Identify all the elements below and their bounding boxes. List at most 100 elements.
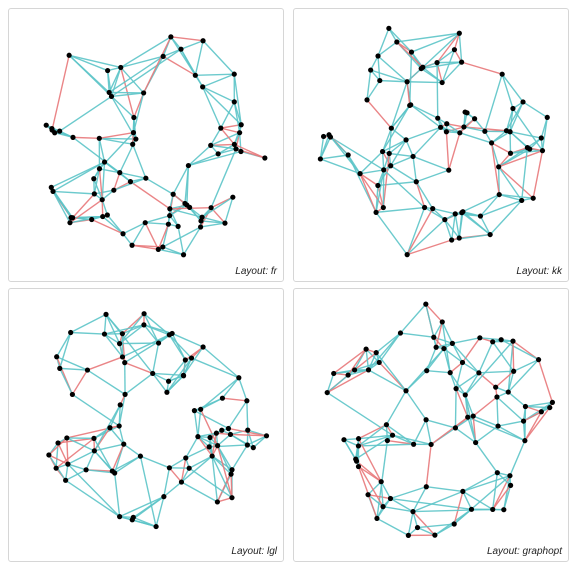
- edge: [436, 32, 460, 64]
- node: [182, 357, 188, 363]
- edge: [162, 55, 196, 76]
- node: [191, 408, 198, 414]
- panel-label: Layout: graphopt: [486, 546, 562, 557]
- edge: [185, 446, 210, 459]
- edge: [498, 150, 543, 168]
- edge: [222, 397, 247, 402]
- edge: [56, 332, 72, 358]
- node: [439, 319, 445, 325]
- edge: [412, 508, 493, 513]
- node: [108, 93, 115, 100]
- edge: [541, 117, 548, 151]
- node: [459, 210, 465, 216]
- edge: [380, 481, 384, 507]
- node: [187, 204, 193, 210]
- edge: [191, 357, 240, 379]
- edge: [155, 496, 165, 527]
- edge: [93, 438, 113, 472]
- node: [175, 223, 181, 229]
- node: [141, 311, 147, 317]
- edge: [50, 161, 105, 189]
- node: [155, 340, 162, 346]
- edge: [462, 361, 480, 374]
- node: [170, 191, 176, 197]
- edge: [145, 177, 174, 195]
- node: [510, 105, 516, 112]
- edge: [118, 394, 126, 427]
- edge: [410, 104, 439, 119]
- node: [200, 38, 206, 44]
- edge: [72, 193, 95, 219]
- node: [368, 67, 374, 73]
- edge: [425, 419, 456, 429]
- node: [68, 215, 74, 221]
- edge: [479, 337, 502, 341]
- node: [91, 176, 97, 182]
- edge: [70, 331, 105, 335]
- edge: [143, 324, 170, 336]
- edge: [86, 469, 115, 474]
- edge: [387, 439, 414, 445]
- node: [219, 395, 226, 401]
- edge: [48, 454, 69, 465]
- node: [130, 141, 136, 147]
- edge: [405, 126, 441, 141]
- edge: [366, 69, 372, 100]
- edge: [464, 372, 480, 396]
- edge: [377, 28, 390, 57]
- edge: [449, 372, 466, 396]
- edge: [52, 161, 105, 193]
- node: [413, 179, 419, 185]
- edge: [513, 359, 539, 372]
- edge: [122, 222, 146, 235]
- edge: [509, 131, 542, 139]
- node: [112, 470, 118, 476]
- node: [487, 231, 493, 238]
- edge: [377, 55, 381, 81]
- edge: [98, 168, 103, 200]
- node: [53, 465, 59, 471]
- edge: [359, 173, 384, 208]
- node: [365, 367, 372, 373]
- node: [449, 237, 455, 243]
- edge: [436, 49, 455, 64]
- node: [116, 341, 123, 347]
- node: [107, 425, 113, 431]
- edge: [168, 467, 183, 483]
- node: [379, 148, 386, 155]
- edge: [462, 475, 511, 493]
- edge: [524, 407, 551, 442]
- edge: [231, 444, 248, 471]
- edge: [166, 357, 193, 393]
- edge: [210, 127, 222, 146]
- edge: [459, 132, 492, 144]
- node: [496, 164, 502, 170]
- edge: [390, 486, 427, 500]
- node: [103, 311, 109, 317]
- edge: [421, 61, 462, 70]
- edge: [390, 139, 407, 167]
- node: [524, 145, 531, 151]
- node: [549, 399, 556, 405]
- edge: [145, 214, 170, 224]
- edge: [152, 342, 160, 374]
- edge: [425, 444, 432, 487]
- node: [198, 406, 204, 412]
- node: [386, 150, 392, 157]
- edge: [132, 496, 165, 518]
- node: [439, 79, 445, 86]
- edge: [166, 374, 184, 393]
- edge: [104, 333, 120, 345]
- edge: [210, 143, 235, 147]
- node: [198, 218, 204, 224]
- edge: [197, 436, 213, 457]
- edge: [370, 55, 379, 71]
- node: [355, 443, 362, 449]
- edge: [422, 32, 460, 68]
- edge: [406, 208, 434, 255]
- edge: [139, 456, 157, 527]
- edge: [454, 213, 460, 239]
- edge: [452, 337, 480, 345]
- edge: [230, 433, 267, 437]
- edge: [475, 442, 498, 474]
